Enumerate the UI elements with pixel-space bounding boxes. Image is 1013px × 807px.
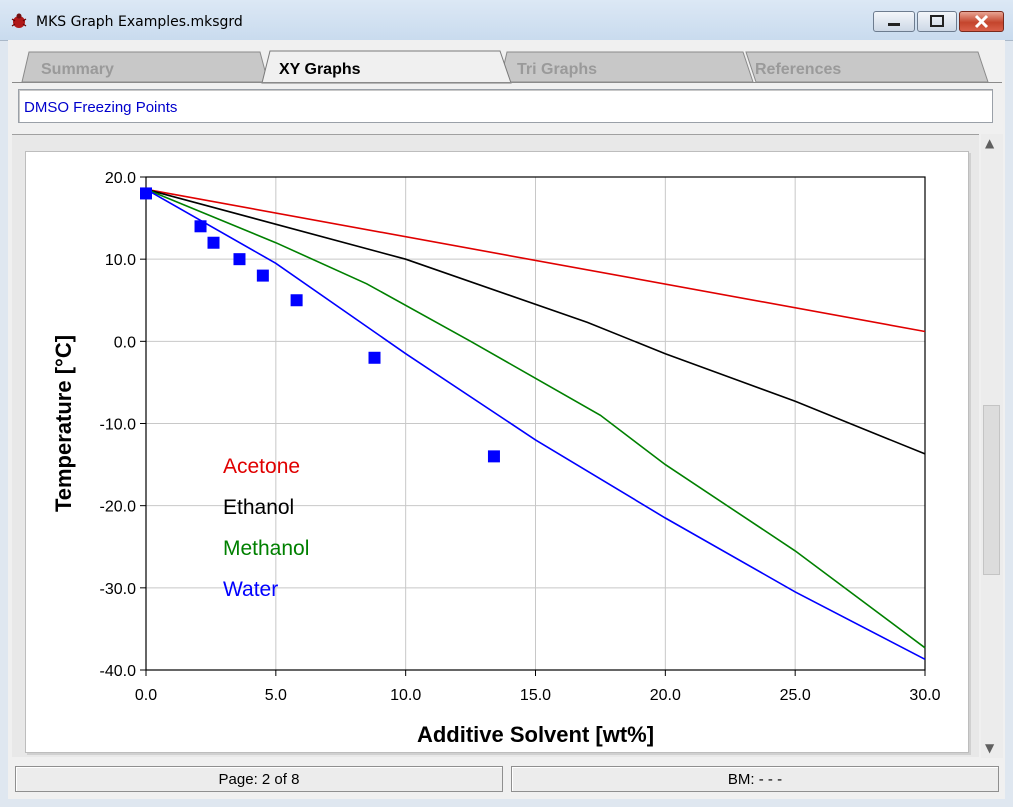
y-tick-label: 20.0 [105, 170, 136, 187]
tab-references-label: References [755, 61, 842, 78]
data-point [256, 269, 269, 282]
y-tick-label: -40.0 [100, 663, 137, 680]
data-point [290, 294, 303, 307]
maximize-icon [930, 15, 944, 27]
maximize-button[interactable] [917, 11, 957, 32]
app-bug-icon [11, 13, 27, 28]
vertical-scrollbar[interactable]: ▲ ▼ [981, 134, 1003, 758]
legend-item-acetone: Acetone [223, 455, 300, 478]
title-bar: MKS Graph Examples.mksgrd [0, 0, 1013, 41]
graph-title-field[interactable]: DMSO Freezing Points [18, 89, 993, 123]
minimize-icon [888, 23, 900, 26]
legend-item-water: Water [223, 578, 278, 601]
series-line-methanol [145, 188, 926, 649]
data-point [207, 236, 220, 249]
legend-item-ethanol: Ethanol [223, 496, 294, 519]
tab-summary-label: Summary [41, 61, 114, 78]
y-tick-label: 0.0 [114, 334, 136, 351]
scroll-thumb[interactable] [983, 405, 1000, 575]
tab-xy-graphs-label: XY Graphs [279, 61, 361, 78]
x-tick-label: 0.0 [135, 687, 157, 704]
close-button[interactable] [959, 11, 1004, 32]
tab-shapes [12, 50, 1002, 84]
data-point [233, 253, 246, 266]
y-axis-label: Temperature [°C] [51, 335, 76, 512]
data-point [368, 351, 381, 364]
legend-item-methanol: Methanol [223, 537, 309, 560]
tab-tri-graphs-label: Tri Graphs [517, 61, 598, 78]
y-tick-label: 10.0 [105, 252, 136, 269]
status-bar: Page: 2 of 8 BM: - - - [12, 766, 1002, 794]
scroll-up-arrow-icon[interactable]: ▲ [985, 136, 995, 150]
data-point [140, 187, 152, 200]
data-point [487, 450, 500, 463]
y-tick-label: -20.0 [100, 499, 137, 516]
x-tick-label: 20.0 [650, 687, 681, 704]
minimize-button[interactable] [873, 11, 915, 32]
x-tick-label: 15.0 [520, 687, 551, 704]
xy-chart: 0.0 5.0 10.0 15.0 20.0 25.0 30.0 20.0 10.0 0.0 -10… [51, 170, 941, 747]
status-page: Page: 2 of 8 [15, 766, 503, 792]
series-line-ethanol [145, 188, 926, 455]
status-bookmark: BM: - - - [511, 766, 999, 792]
series-line-acetone [145, 188, 926, 333]
y-tick-label: -30.0 [100, 581, 137, 598]
scroll-down-arrow-icon[interactable]: ▼ [985, 741, 995, 755]
graph-viewport: 0.0 5.0 10.0 15.0 20.0 25.0 30.0 20.0 10.0 0.0 -10… [12, 134, 979, 757]
window-title: MKS Graph Examples.mksgrd [36, 14, 243, 30]
graph-title: DMSO Freezing Points [24, 99, 178, 116]
x-tick-label: 30.0 [909, 687, 940, 704]
data-point [194, 220, 207, 233]
x-tick-label: 25.0 [780, 687, 811, 704]
x-tick-label: 10.0 [390, 687, 421, 704]
x-axis-label: Additive Solvent [wt%] [417, 722, 654, 747]
series-line-water [145, 188, 926, 661]
chart-page: 0.0 5.0 10.0 15.0 20.0 25.0 30.0 20.0 10.0 0.0 -10… [25, 151, 969, 753]
close-icon [974, 14, 989, 29]
tab-strip: Summary XY Graphs Tri Graphs References [12, 44, 1002, 84]
x-tick-label: 5.0 [265, 687, 287, 704]
window-client: Summary XY Graphs Tri Graphs References … [8, 40, 1005, 799]
y-tick-label: -10.0 [100, 417, 137, 434]
